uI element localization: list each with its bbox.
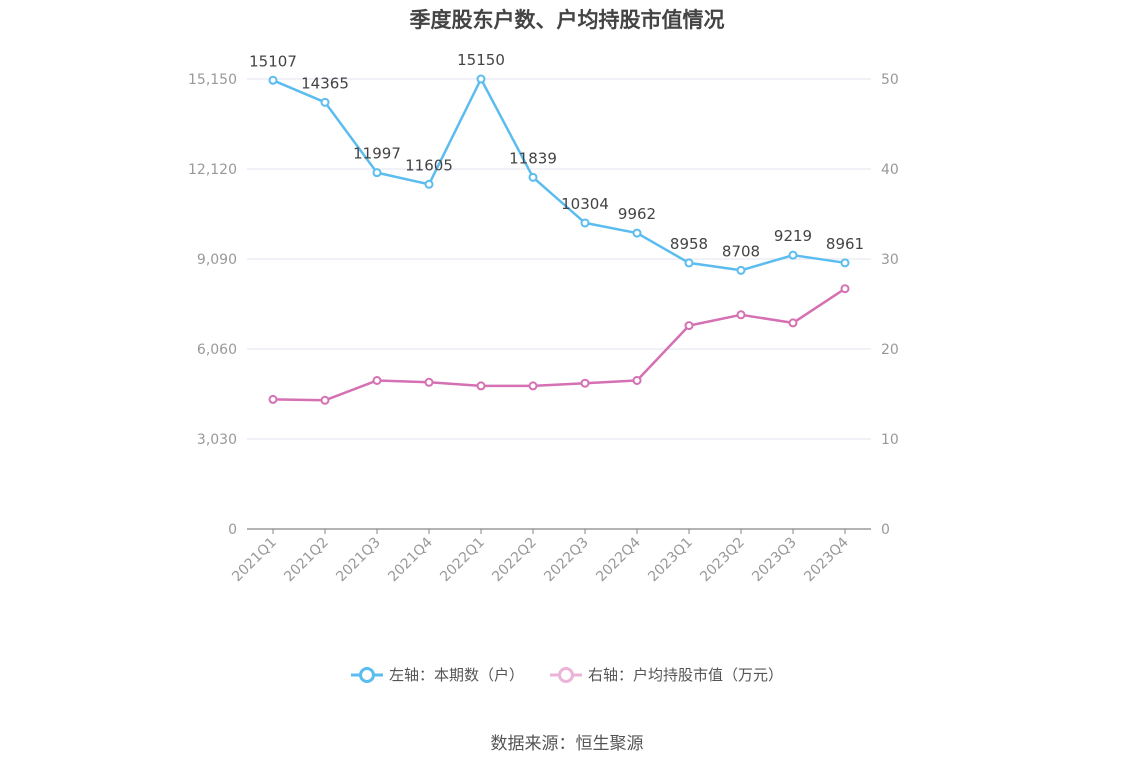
series-1-point [632,228,642,238]
right-axis-tick-label: 0 [881,522,890,538]
data-label: 11605 [405,156,453,174]
data-label: 8958 [670,235,708,253]
data-label: 11997 [353,145,401,163]
series-2-point [840,284,850,294]
left-axis-tick-label: 12,120 [188,162,237,178]
series-2-point [372,376,382,385]
series-1-point [320,97,330,107]
right-axis-tick-label: 40 [881,162,899,178]
series-2-point [320,395,330,405]
x-axis-tick-label: 2021Q1 [229,535,280,586]
x-axis-tick-label: 2022Q2 [489,535,540,586]
series-1-point [476,74,486,84]
data-label: 8708 [722,242,760,260]
series-2-point [580,378,590,388]
data-label: 8961 [826,235,864,253]
data-label: 15107 [249,52,297,70]
data-label: 15150 [457,51,505,69]
x-axis-tick-label: 2022Q3 [541,535,592,586]
left-axis-tick-label: 15,150 [188,72,237,88]
left-axis-tick-label: 6,060 [197,342,237,358]
series-2-point [528,381,538,391]
series-1-point [528,172,538,182]
left-axis-tick-label: 9,090 [197,252,237,268]
x-axis-tick-label: 2023Q2 [697,535,748,586]
series-1-point [736,265,746,275]
x-axis-tick-label: 2023Q1 [645,535,696,586]
x-axis-tick-label: 2022Q4 [593,534,644,585]
chart-title: 季度股东户数、户均持股市值情况 [409,8,725,32]
series-2-point [424,377,434,387]
series-2-point [476,381,486,391]
series-2-point [268,394,278,404]
series-1-point [788,250,798,260]
series-2-point [788,318,798,328]
legend-line-circle-icon [550,666,582,683]
series-1-point [840,258,850,268]
legend-label-right-series: 右轴：户均持股市值（万元） [588,666,784,684]
series-2-point [736,310,746,320]
legend-line-circle-icon [350,666,383,683]
x-axis-tick-label: 2021Q3 [333,535,384,586]
right-axis-tick-label: 20 [881,342,899,358]
source-note: 数据来源：恒生聚源 [490,734,644,754]
series-line-1 [272,77,846,272]
right-axis-tick-label: 10 [881,432,899,448]
x-axis-tick-label: 2021Q4 [385,534,436,585]
right-axis-tick-label: 50 [881,72,899,88]
data-label: 14365 [301,74,349,92]
data-label: 9962 [618,205,656,223]
x-axis-tick-label: 2021Q2 [281,535,332,586]
data-label: 11839 [509,149,557,167]
x-axis-tick-label: 2023Q4 [801,534,852,585]
data-label: 9219 [774,227,812,245]
series-line-2 [272,287,846,402]
left-axis-tick-label: 0 [228,522,237,538]
right-axis-tick-label: 30 [881,252,899,268]
legend-item-left-series[interactable]: 左轴：本期数（户） [350,664,524,685]
x-axis-tick-label: 2022Q1 [437,535,488,586]
series-2-point [632,376,642,385]
x-axis-tick-label: 2023Q3 [749,535,800,586]
series-1-point [424,179,434,189]
legend-item-right-series[interactable]: 右轴：户均持股市值（万元） [550,664,783,685]
legend: 左轴：本期数（户） 右轴：户均持股市值（万元） [0,664,1134,685]
series-2-point [684,321,694,331]
series-1-point [268,75,278,85]
legend-label-left-series: 左轴：本期数（户） [388,666,524,684]
series-1-point [580,218,590,228]
left-axis-tick-label: 3,030 [197,432,237,448]
data-label: 10304 [561,195,609,213]
series-1-point [372,168,382,178]
series-1-point [684,258,694,268]
